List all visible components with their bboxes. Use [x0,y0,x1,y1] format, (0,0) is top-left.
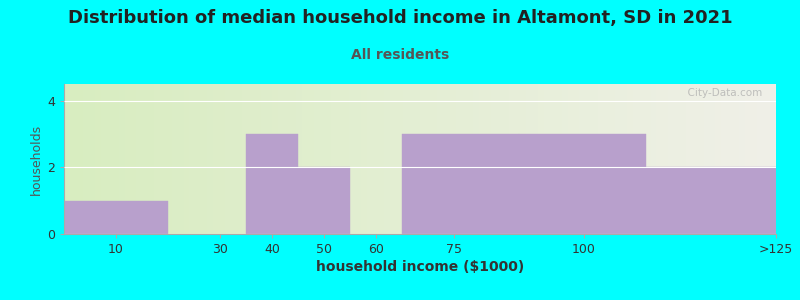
Bar [298,167,350,234]
Bar [246,134,298,234]
Text: City-Data.com: City-Data.com [681,88,762,98]
Bar [64,201,168,234]
Bar [646,167,776,234]
Y-axis label: households: households [30,123,43,195]
Bar [402,134,518,234]
X-axis label: household income ($1000): household income ($1000) [316,260,524,274]
Text: Distribution of median household income in Altamont, SD in 2021: Distribution of median household income … [68,9,732,27]
Bar [518,134,646,234]
Text: All residents: All residents [351,48,449,62]
